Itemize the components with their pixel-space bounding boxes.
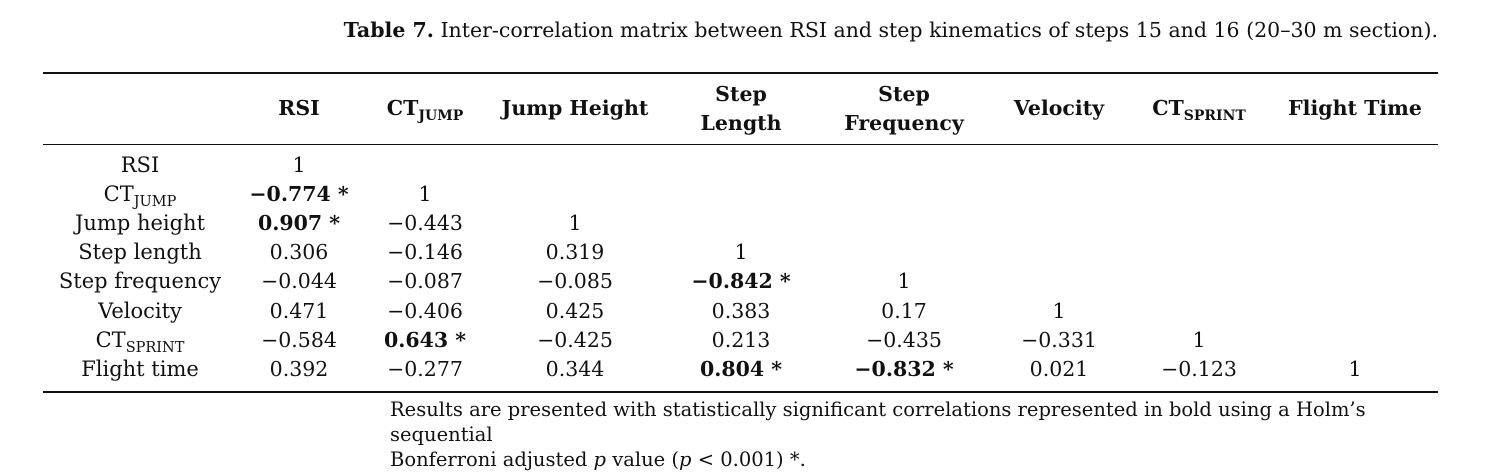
footnote-line-1: Results are presented with statistically…: [390, 398, 1366, 446]
table-bottom-rule: [43, 391, 1438, 393]
table-cell: 0.344: [545, 357, 605, 381]
table-cell: −0.406: [387, 299, 463, 323]
table-cell: −0.044: [261, 269, 337, 293]
column-header-subscript: SPRINT: [1183, 108, 1246, 124]
table-cell: 0.907 *: [257, 211, 341, 235]
table-footnote: Results are presented with statistically…: [390, 397, 1450, 472]
row-label-subscript: JUMP: [133, 194, 177, 210]
column-header: Velocity: [1014, 94, 1104, 123]
row-label-main: Step frequency: [58, 269, 222, 293]
column-header-line2: Length: [700, 111, 782, 135]
footnote-line-2a: Bonferroni adjusted: [390, 448, 594, 471]
table-cell: 1: [568, 211, 582, 235]
table-cell: 1: [1192, 328, 1206, 352]
table-cell: −0.425: [537, 328, 613, 352]
table-cell: 0.383: [711, 299, 771, 323]
column-header-main: Step: [878, 82, 930, 106]
column-header-line2: Frequency: [844, 111, 964, 135]
table-cell: 0.392: [269, 357, 329, 381]
table-cell: −0.584: [261, 328, 337, 352]
table-cell: −0.331: [1021, 328, 1097, 352]
column-header-main: Flight Time: [1288, 96, 1422, 120]
table-cell: −0.087: [387, 269, 463, 293]
column-header: Step Frequency: [844, 80, 964, 138]
table-cell: 1: [897, 269, 911, 293]
table-cell: 1: [1052, 299, 1066, 323]
row-label-main: CT: [103, 182, 134, 206]
column-header: Step Length: [700, 80, 781, 138]
table-cell: −0.085: [537, 269, 613, 293]
row-label: Velocity: [98, 297, 182, 326]
footnote-p-symbol-2: p: [679, 448, 692, 471]
table-cell: 1: [1348, 357, 1362, 381]
table-cell: 1: [292, 153, 306, 177]
column-header-subscript: JUMP: [418, 108, 464, 124]
row-label: Step frequency: [59, 267, 221, 296]
footnote-p-symbol: p: [593, 448, 607, 471]
column-header: Jump Height: [502, 94, 649, 123]
table-cell: 0.17: [881, 299, 927, 323]
row-label-main: RSI: [120, 153, 160, 177]
table-cell: −0.774 *: [249, 182, 349, 206]
row-label: Step length: [78, 238, 201, 267]
column-header: Flight Time: [1288, 94, 1422, 123]
row-label: RSI: [121, 151, 160, 180]
table-header-rule: [43, 144, 1438, 145]
row-label: Flight time: [81, 355, 199, 384]
row-label-main: CT: [95, 328, 126, 352]
row-label-main: Jump height: [74, 211, 206, 235]
table-cell: −0.277: [387, 357, 463, 381]
table-top-rule: [43, 72, 1438, 74]
row-label-main: Step length: [78, 240, 202, 264]
column-header-main: Step: [715, 82, 767, 106]
table-cell: −0.832 *: [854, 357, 954, 381]
table-cell: −0.435: [866, 328, 942, 352]
row-label-subscript: SPRINT: [125, 340, 185, 356]
row-label: CTSPRINT: [96, 326, 185, 363]
table-cell: 1: [734, 240, 748, 264]
table-cell: −0.842 *: [691, 269, 791, 293]
footnote-line-2b: value (: [606, 448, 680, 471]
column-header-main: Jump Height: [501, 96, 649, 120]
footnote-line-2c: < 0.001) *.: [691, 448, 806, 471]
table-cell: −0.443: [387, 211, 463, 235]
table-cell: 0.021: [1029, 357, 1089, 381]
table-cell: −0.146: [387, 240, 463, 264]
table-cell: 0.471: [269, 299, 329, 323]
caption-label: Table 7.: [343, 18, 434, 42]
column-header-main: CT: [386, 96, 419, 120]
table-cell: 0.306: [269, 240, 329, 264]
table-cell: 0.213: [711, 328, 771, 352]
table-cell: 0.425: [545, 299, 605, 323]
column-header: CTJUMP: [387, 94, 463, 131]
row-label-main: Velocity: [98, 299, 182, 323]
table-caption: Table 7. Inter-correlation matrix betwee…: [344, 18, 1438, 42]
row-label-main: Flight time: [81, 357, 199, 381]
row-label: Jump height: [75, 209, 205, 238]
table-cell: 0.804 *: [699, 357, 783, 381]
table-cell: 1: [418, 182, 432, 206]
column-header-main: Velocity: [1013, 96, 1105, 120]
column-header-main: CT: [1152, 96, 1184, 120]
table-cell: 0.643 *: [383, 328, 467, 352]
row-label: CTJUMP: [104, 180, 177, 217]
table-cell: 0.319: [545, 240, 605, 264]
column-header-main: RSI: [278, 96, 320, 120]
column-header: RSI: [278, 94, 319, 123]
table-cell: −0.123: [1161, 357, 1237, 381]
column-header: CTSPRINT: [1152, 94, 1246, 131]
caption-text: Inter-correlation matrix between RSI and…: [440, 18, 1438, 42]
